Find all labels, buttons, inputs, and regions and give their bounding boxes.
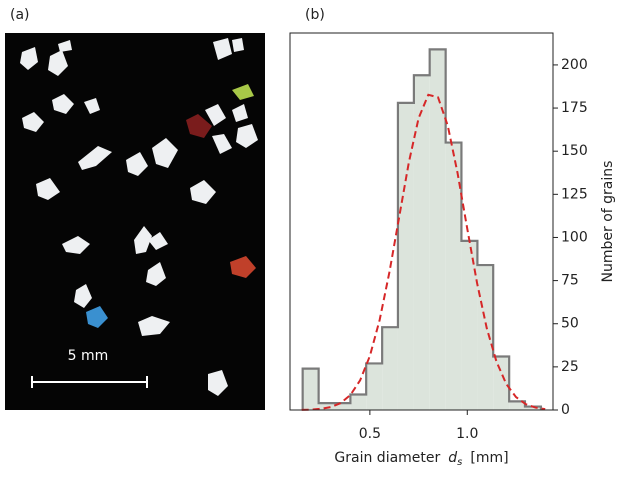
bar [382,327,398,410]
panel-label: (b) [305,7,325,23]
bar [318,403,335,410]
histogram-panel: 0 25 50 75 100 125 150 175 200 0.5 1.0 Grain diamet… [289,32,616,468]
x-tick-label: 0.5 [359,426,381,442]
bar [477,265,494,410]
bar [509,401,525,410]
x-axis-label: Grain diameter ds [mm] [334,450,508,468]
scale-bar-label: 5 mm [68,348,109,364]
bar [524,406,541,410]
y-tick-label: 125 [561,186,588,202]
bar [445,142,462,410]
bar [366,363,383,410]
x-axis-label-part: d [448,450,457,466]
x-tick-label: 1.0 [456,426,478,442]
y-tick-label: 0 [561,402,570,418]
y-tick-label: 100 [561,229,588,245]
histogram-outline [301,48,543,410]
y-tick-label: 200 [561,57,588,73]
photo: 5 mm [5,33,265,410]
y-tick-label: 75 [561,273,579,289]
bar [461,240,478,410]
y-tick-label: 25 [561,359,579,375]
bar [493,356,510,410]
x-axis-label-part: s [457,457,462,468]
bar [413,75,430,410]
panel-label: (a) [10,7,30,23]
y-tick-label: 50 [561,316,579,332]
x-axis-label-part: [mm] [470,450,508,466]
y-tick-label: 175 [561,100,588,116]
axes-frame [289,32,554,411]
bar [334,403,351,410]
bar [429,49,446,411]
bar [350,394,367,410]
fit-line [301,93,546,411]
bar [397,102,414,410]
y-axis-label: Number of grains [600,161,616,283]
x-axis-label-part: Grain diameter [334,450,440,466]
bar [302,368,319,410]
y-tick-label: 150 [561,143,588,159]
